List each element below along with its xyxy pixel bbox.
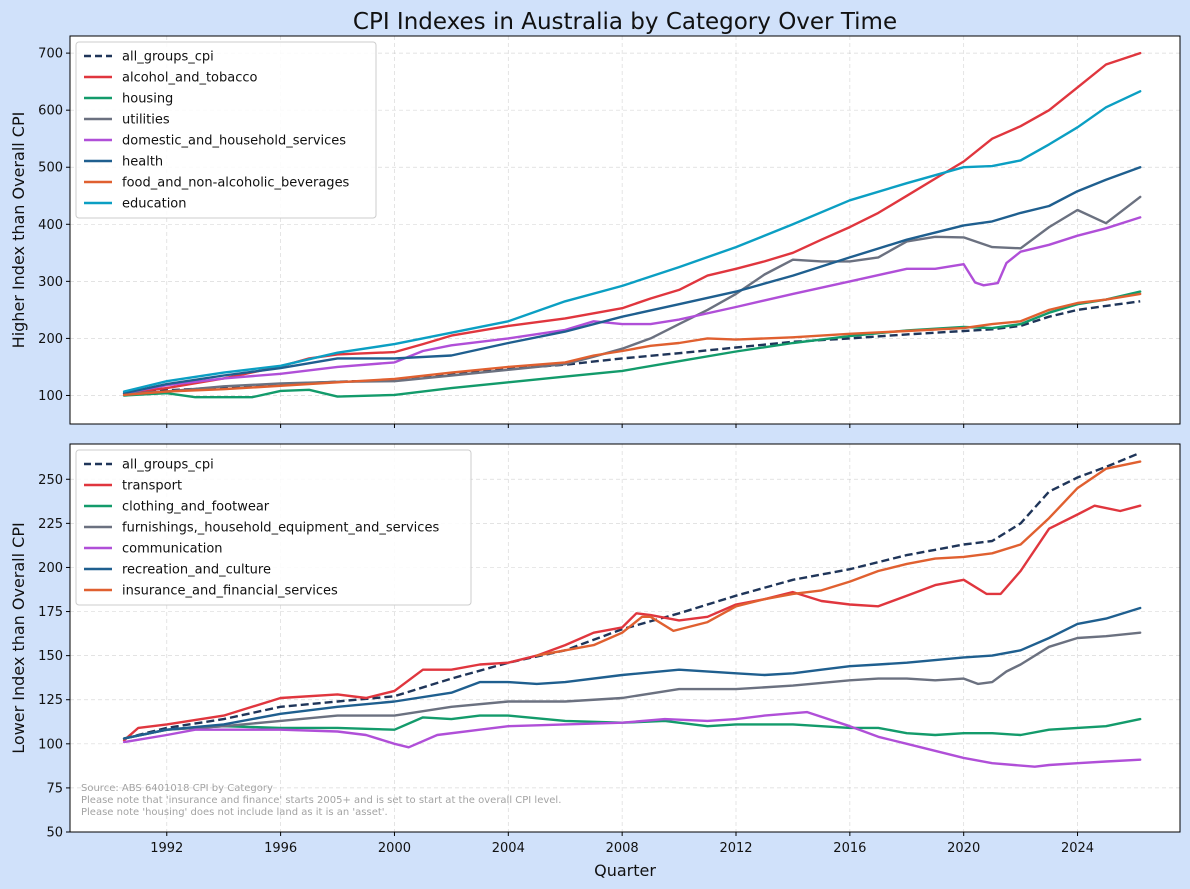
y-tick-label: 400 — [38, 218, 63, 233]
y-tick-label: 75 — [46, 781, 63, 796]
source-note-line: Please note that 'insurance and finance'… — [81, 795, 561, 806]
legend: all_groups_cpi transport clothing_and_foot… — [75, 449, 472, 606]
series-line-utilities — [122, 195, 1142, 395]
x-tick-label: 2008 — [606, 841, 639, 856]
x-tick-label: 2016 — [833, 841, 866, 856]
x-tick-label: 2012 — [719, 841, 752, 856]
y-axis-label: Lower Index than Overall CPI — [9, 522, 28, 753]
legend-label: food_and_non-alcoholic_beverages — [122, 176, 350, 191]
source-note-line: Source: ABS 6401018 CPI by Category — [81, 783, 273, 794]
legend-label: recreation_and_culture — [122, 563, 271, 578]
y-tick-label: 300 — [38, 275, 63, 290]
y-tick-label: 100 — [38, 389, 63, 404]
legend-label: communication — [122, 542, 223, 557]
y-axis-label: Higher Index than Overall CPI — [9, 112, 28, 349]
x-tick-label: 1996 — [264, 841, 297, 856]
y-tick-label: 125 — [38, 693, 63, 708]
y-tick-label: 600 — [38, 104, 63, 119]
series-line-recreation-and-culture — [122, 606, 1142, 740]
upper-panel: 100 200 300 400 500 600 700 Higher Index than O… — [9, 35, 1181, 428]
x-tick-label: 2020 — [947, 841, 980, 856]
y-tick-label: 175 — [38, 605, 63, 620]
y-tick-label: 225 — [38, 517, 63, 532]
y-tick-label: 150 — [38, 649, 63, 664]
x-tick-label: 2024 — [1061, 841, 1094, 856]
legend-label: clothing_and_footwear — [122, 500, 270, 515]
legend: all_groups_cpi alcohol_and_tobaccohousing… — [75, 41, 377, 219]
y-tick-label: 200 — [38, 332, 63, 347]
series-line-clothing-and-footwear — [122, 714, 1142, 740]
series-line-all-groups-cpi — [123, 451, 1141, 740]
x-tick-label: 2000 — [378, 841, 411, 856]
source-note-line: Please note 'housing' does not include l… — [81, 807, 388, 818]
series-line-domestic-and-household-services — [122, 216, 1142, 395]
y-tick-label: 200 — [38, 561, 63, 576]
series-line-housing — [122, 290, 1142, 399]
y-tick-label: 500 — [38, 161, 63, 176]
y-tick-label: 700 — [38, 47, 63, 62]
series-line-insurance-and-financial-services — [535, 460, 1142, 657]
series-line-transport — [122, 504, 1142, 742]
x-tick-label: 1992 — [150, 841, 183, 856]
series-line-education — [122, 90, 1142, 393]
legend-label: health — [122, 155, 163, 170]
legend-label: education — [122, 197, 187, 212]
legend-label: housing — [122, 92, 173, 107]
x-axis-label: Quarter — [594, 861, 656, 880]
series-line-health — [122, 166, 1142, 395]
series-line-furnishings-household-equipment-and-services — [122, 631, 1142, 740]
lower-panel: 50 75 100 125 150 175 200 225 250 1992 1996 2000 200… — [9, 443, 1181, 856]
plot-frame — [69, 443, 1181, 833]
chart-title: CPI Indexes in Australia by Category Ove… — [353, 9, 897, 35]
series-line-food-and-non-alcoholic-beverages — [122, 292, 1142, 397]
source-note: Source: ABS 6401018 CPI by Category Plea… — [81, 783, 561, 818]
series-line-alcohol-and-tobacco — [122, 51, 1142, 395]
legend-box — [75, 41, 377, 219]
legend-box — [75, 449, 472, 606]
legend-label: transport — [122, 479, 182, 494]
legend-label: domestic_and_household_services — [122, 134, 346, 149]
legend-label: utilities — [122, 113, 170, 128]
plot-frame — [69, 35, 1181, 425]
y-tick-label: 100 — [38, 737, 63, 752]
legend-label: all_groups_cpi — [122, 50, 214, 65]
x-tick-label: 2004 — [492, 841, 525, 856]
legend-label: alcohol_and_tobacco — [122, 71, 258, 86]
series-line-communication — [122, 710, 1142, 768]
y-tick-label: 250 — [38, 473, 63, 488]
legend-label: insurance_and_financial_services — [122, 584, 338, 599]
legend-label: all_groups_cpi — [122, 458, 214, 473]
y-tick-label: 50 — [46, 826, 63, 841]
legend-label: furnishings,_household_equipment_and_ser… — [122, 521, 439, 536]
